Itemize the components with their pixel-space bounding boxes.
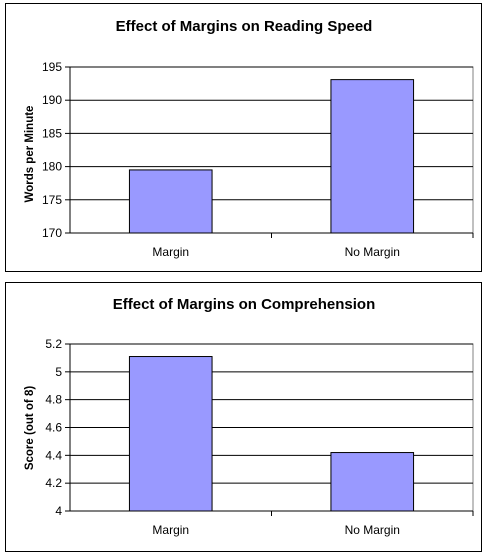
y-tick-label: 4 bbox=[55, 504, 62, 518]
y-tick-label: 4.6 bbox=[45, 421, 62, 435]
y-tick-label: 185 bbox=[42, 126, 62, 140]
reading-speed-chart: Effect of Margins on Reading Speed Words… bbox=[24, 18, 474, 259]
y-tick-label: 4.4 bbox=[45, 448, 62, 462]
bar-margin bbox=[128, 356, 213, 512]
x-category-label: Margin bbox=[152, 245, 189, 259]
y-tick-label: 4.2 bbox=[45, 476, 62, 490]
y-tick-label: 170 bbox=[42, 226, 62, 240]
y-tick-label: 195 bbox=[42, 60, 62, 74]
bar-no-margin bbox=[330, 79, 415, 234]
x-category-label: No Margin bbox=[345, 523, 400, 537]
chart-title: Effect of Margins on Comprehension bbox=[113, 296, 376, 313]
bar-margin bbox=[128, 169, 213, 234]
y-tick-label: 180 bbox=[42, 160, 62, 174]
reading-speed-chart-panel: Effect of Margins on Reading Speed Words… bbox=[5, 3, 482, 272]
x-category-label: No Margin bbox=[345, 245, 400, 259]
y-tick-label: 175 bbox=[42, 193, 62, 207]
y-tick-label: 190 bbox=[42, 93, 62, 107]
y-axis-label: Words per Minute bbox=[24, 106, 36, 203]
x-category-label: Margin bbox=[152, 523, 189, 537]
y-tick-label: 5 bbox=[55, 365, 62, 379]
bar-no-margin bbox=[330, 452, 415, 512]
comprehension-chart: Effect of Margins on Comprehension Score… bbox=[24, 296, 474, 537]
y-tick-label: 5.2 bbox=[45, 337, 62, 351]
chart-title: Effect of Margins on Reading Speed bbox=[116, 18, 373, 35]
y-axis-label: Score (out of 8) bbox=[24, 386, 36, 471]
comprehension-chart-panel: Effect of Margins on Comprehension Score… bbox=[5, 282, 482, 552]
y-tick-label: 4.8 bbox=[45, 393, 62, 407]
